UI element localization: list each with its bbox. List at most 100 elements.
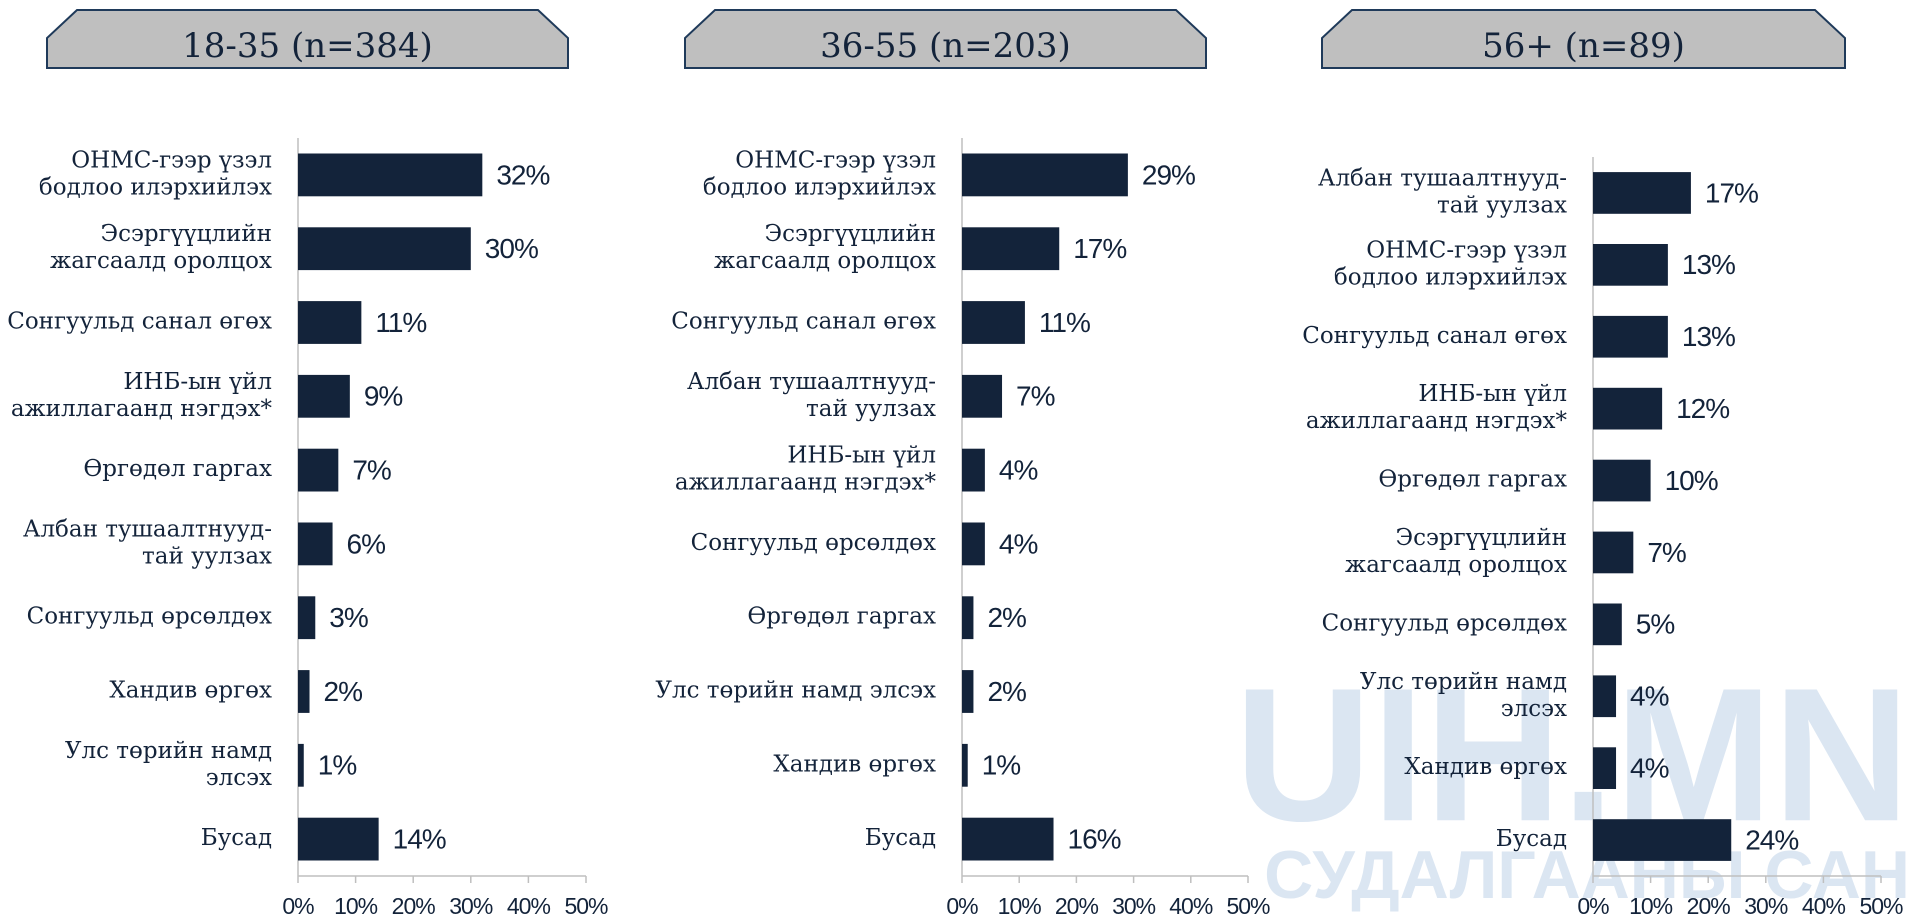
value-label: 4% xyxy=(1630,681,1669,712)
category-label: ИНБ-ын үйл ажиллагаанд нэгдэх* xyxy=(1306,381,1568,434)
header-tab xyxy=(684,9,1207,69)
category-line: Бусад xyxy=(201,825,272,851)
category-line: бодлоо илэрхийлэх xyxy=(39,174,272,200)
bar xyxy=(962,227,1060,271)
category-label: Сонгуульд өрсөлдөх xyxy=(27,604,272,630)
value-label: 1% xyxy=(982,750,1021,781)
value-label: 16% xyxy=(1068,823,1121,854)
x-tick-label: 0% xyxy=(282,893,314,919)
category-label: ИНБ-ын үйл ажиллагаанд нэгдэх* xyxy=(675,443,937,496)
category-line: Өргөдөл гаргах xyxy=(83,456,272,482)
x-tick-label: 20% xyxy=(1055,893,1099,919)
value-label: 7% xyxy=(1016,381,1055,412)
category-label: Өргөдөл гаргах xyxy=(83,456,272,482)
chart-title: 18-35 (n=384) xyxy=(182,26,433,66)
value-label: 9% xyxy=(364,381,403,412)
header-tab xyxy=(46,9,569,69)
category-line: Албан тушаалтнууд- xyxy=(1318,165,1567,191)
category-line: Албан тушаалтнууд- xyxy=(23,516,272,542)
value-label: 17% xyxy=(1705,177,1758,208)
bar xyxy=(298,153,483,197)
category-line: Сонгуульд санал өгөх xyxy=(1302,323,1567,349)
category-line: элсэх xyxy=(1501,696,1567,722)
category-label: ОНМС-гээр үзэл бодлоо илэрхийлэх xyxy=(1334,237,1567,290)
category-label: Өргөдөл гаргах xyxy=(747,604,936,630)
value-label: 13% xyxy=(1682,321,1735,352)
bar xyxy=(962,817,1054,861)
category-line: жагсаалд оролцох xyxy=(50,248,272,274)
category-line: Сонгуульд өрсөлдөх xyxy=(1322,610,1567,636)
category-label: Сонгуульд санал өгөх xyxy=(7,309,272,335)
x-tick-label: 50% xyxy=(564,893,608,919)
category-label: Улс төрийн намд элсэх xyxy=(1360,669,1567,722)
category-line: ИНБ-ын үйл xyxy=(123,369,272,395)
category-line: ажиллагаанд нэгдэх* xyxy=(675,470,937,496)
category-line: Хандив өргөх xyxy=(1404,754,1567,780)
x-tick-label: 50% xyxy=(1226,893,1270,919)
watermark-line2: СУДАЛГААНЫ САН xyxy=(1264,837,1910,913)
category-line: Албан тушаалтнууд- xyxy=(687,369,936,395)
chart-title: 56+ (n=89) xyxy=(1482,26,1685,66)
value-label: 4% xyxy=(999,454,1038,485)
watermark-line1: UIH.MN xyxy=(1235,649,1910,861)
value-label: 32% xyxy=(496,159,549,190)
x-tick-label: 20% xyxy=(1687,893,1731,919)
category-line: Улс төрийн намд xyxy=(65,738,272,764)
bar xyxy=(962,301,1025,344)
bar xyxy=(1593,172,1691,214)
value-label: 2% xyxy=(987,676,1026,707)
x-tick-label: 40% xyxy=(1169,893,1213,919)
category-label: Сонгуульд санал өгөх xyxy=(671,309,936,335)
x-tick-label: 10% xyxy=(1629,893,1673,919)
category-label: Сонгуульд өрсөлдөх xyxy=(691,530,936,556)
value-label: 4% xyxy=(1630,753,1669,784)
category-label: Бусад xyxy=(1496,826,1567,852)
category-line: ажиллагаанд нэгдэх* xyxy=(1306,408,1568,434)
category-line: Эсэргүүцлийн xyxy=(1395,525,1567,551)
category-label: Эсэргүүцлийн жагсаалд оролцох xyxy=(1345,525,1567,578)
category-line: тай уулзах xyxy=(806,396,936,422)
value-label: 12% xyxy=(1676,393,1729,424)
x-tick-label: 10% xyxy=(998,893,1042,919)
value-label: 3% xyxy=(329,602,368,633)
value-label: 14% xyxy=(393,823,446,854)
value-label: 11% xyxy=(375,307,426,338)
watermark: UIH.MN СУДАЛГААНЫ САН xyxy=(1235,649,1910,913)
x-tick-label: 30% xyxy=(449,893,493,919)
category-label: Албан тушаалтнууд-тай уулзах xyxy=(23,516,272,569)
category-line: Сонгуульд санал өгөх xyxy=(671,309,936,335)
category-line: жагсаалд оролцох xyxy=(1345,552,1567,578)
category-label: Хандив өргөх xyxy=(773,751,936,777)
header-tab xyxy=(1321,9,1846,69)
category-label: ОНМС-гээр үзэл бодлоо илэрхийлэх xyxy=(39,147,272,200)
category-line: Өргөдөл гаргах xyxy=(747,604,936,630)
category-line: Бусад xyxy=(865,825,936,851)
category-line: Хандив өргөх xyxy=(109,678,272,704)
bar xyxy=(298,227,471,271)
x-tick-label: 30% xyxy=(1744,893,1788,919)
bar xyxy=(1593,459,1651,502)
value-label: 2% xyxy=(987,602,1026,633)
bar xyxy=(962,448,985,492)
value-label: 2% xyxy=(324,676,363,707)
x-tick-label: 10% xyxy=(334,893,378,919)
value-label: 1% xyxy=(318,750,357,781)
category-line: Эсэргүүцлийн xyxy=(764,221,936,247)
bar xyxy=(298,596,316,640)
category-label: Улс төрийн намд элсэх xyxy=(65,738,272,791)
value-label: 17% xyxy=(1073,233,1126,264)
category-line: ОНМС-гээр үзэл xyxy=(735,147,936,173)
category-line: Эсэргүүцлийн xyxy=(100,221,272,247)
category-line: бодлоо илэрхийлэх xyxy=(703,174,936,200)
value-label: 30% xyxy=(485,233,538,264)
x-tick-label: 40% xyxy=(1802,893,1846,919)
value-label: 13% xyxy=(1682,249,1735,280)
value-label: 11% xyxy=(1039,307,1090,338)
value-label: 10% xyxy=(1665,465,1718,496)
bar xyxy=(962,522,985,566)
bar xyxy=(298,374,350,418)
bar xyxy=(962,596,974,640)
bar xyxy=(1593,819,1732,861)
category-line: тай уулзах xyxy=(142,543,272,569)
